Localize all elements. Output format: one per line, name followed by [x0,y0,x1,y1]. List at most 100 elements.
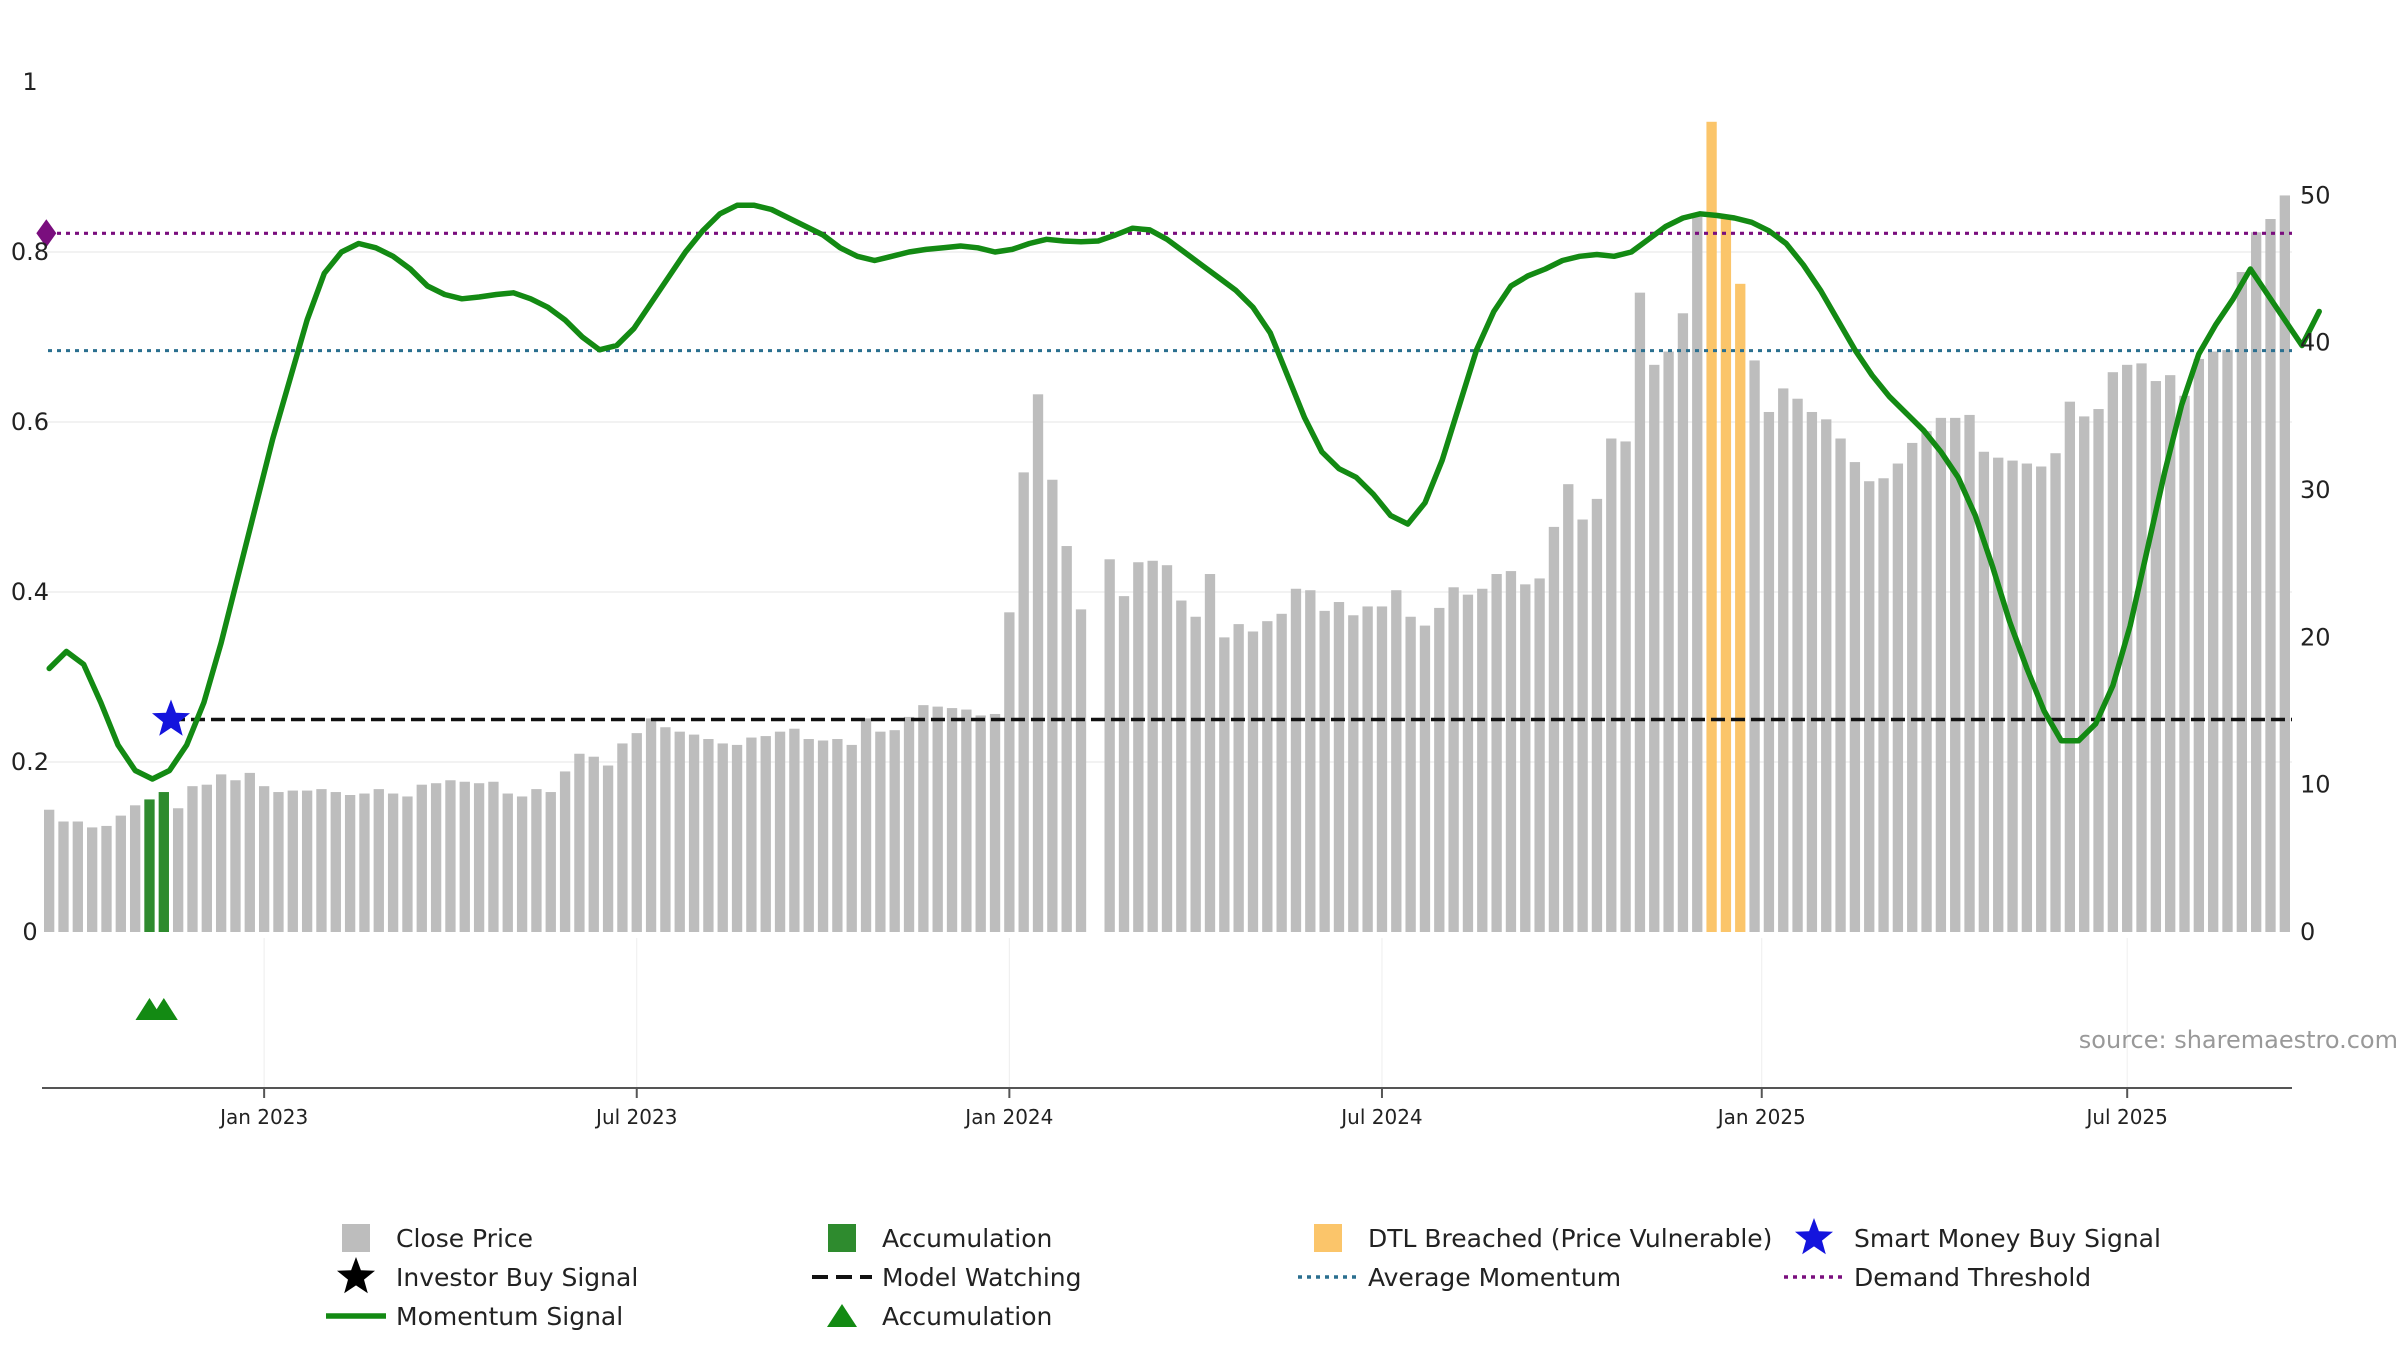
close-price-bar [402,796,413,932]
close-price-bar [459,781,470,932]
dtl-breached-bar [1735,283,1746,932]
accumulation-bar [158,792,169,932]
reference-lines [48,231,2292,722]
close-price-bar [703,739,714,932]
close-price-bar [87,827,98,932]
close-price-bar [2179,395,2190,932]
legend-entry: Accumulation [828,1224,1052,1253]
close-price-bar [44,809,55,932]
close-price-bar [1835,438,1846,932]
close-price-bar [316,789,327,932]
close-price-bar [1964,414,1975,932]
close-price-bar [1448,587,1459,932]
close-price-bar [1262,621,1273,932]
x-tick-label: Jul 2023 [594,1105,677,1129]
close-price-bar [2050,453,2061,932]
close-price-bar [301,790,313,932]
close-price-bar [2150,381,2162,933]
close-price-bar [258,786,270,932]
source-label: source: sharemaestro.com [2079,1026,2398,1054]
close-price-bar [1434,607,1445,932]
close-price-bar [975,715,986,932]
close-price-bar [2079,416,2090,932]
close-price-bar [545,792,556,932]
close-price-bar [1778,388,1789,932]
left-tick-label: 0.2 [11,748,49,776]
legend-star [1795,1218,1833,1255]
legend-label: Accumulation [882,1224,1052,1253]
price-bars [44,121,2290,933]
close-price-bar [1233,624,1244,932]
close-price-bar [416,784,427,932]
close-price-bar [344,794,356,932]
close-price-bar [387,793,399,932]
close-price-bar [889,730,900,932]
legend-swatch [828,1224,856,1252]
accumulation-bar [144,799,155,932]
legend-entry: Investor Buy Signal [337,1257,638,1294]
close-price-bar [2107,372,2119,932]
close-price-bar [588,756,599,932]
legend-entry: DTL Breached (Price Vulnerable) [1314,1224,1772,1253]
close-price-bar [1004,612,1015,932]
x-tick-label: Jan 2025 [1716,1105,1806,1129]
close-price-bar [1505,571,1517,932]
close-price-bar [1333,602,1345,932]
close-price-bar [1018,472,1029,932]
close-price-bar [1491,574,1502,932]
close-price-bar [1247,631,1259,932]
close-price-bar [2064,401,2076,932]
legend-label: Demand Threshold [1854,1263,2091,1292]
close-price-bar [1577,519,1588,932]
close-price-bar [1276,613,1287,932]
close-price-bar [2165,375,2176,932]
close-price-bar [1104,559,1115,932]
legend-entry: Average Momentum [1298,1263,1621,1292]
close-price-bar [201,784,212,932]
close-price-bar [430,783,442,932]
left-tick-label: 0.8 [11,238,49,266]
accumulation-triangle [149,998,178,1020]
close-price-bar [1147,560,1158,932]
left-tick-label: 0 [22,918,37,946]
right-tick-label: 10 [2300,771,2331,799]
close-price-bar [1305,590,1316,932]
close-price-bar [58,821,69,932]
close-price-bar [1477,588,1488,932]
left-tick-label: 1 [22,68,37,96]
momentum-layer [46,202,2322,782]
close-price-bar [1921,431,1932,932]
close-price-bar [631,733,642,932]
legend-entry: Smart Money Buy Signal [1795,1218,2161,1255]
close-price-bar [731,744,743,932]
close-price-bar [187,786,198,932]
close-price-bar [1075,609,1087,932]
close-price-bar [1806,411,1818,932]
right-tick-label: 40 [2300,329,2331,357]
close-price-bar [574,753,585,932]
close-price-bar [1362,606,1373,932]
close-price-bar [1749,360,1760,933]
close-price-bar [230,780,241,932]
legend-entry: Momentum Signal [326,1302,623,1331]
close-price-bar [2193,358,2205,933]
close-price-bar [617,743,628,932]
close-price-bar [1118,596,1130,932]
close-price-bar [1348,615,1359,932]
close-price-bar [1520,584,1531,932]
close-price-bar [1663,351,1674,932]
signal-markers [36,219,190,1020]
close-price-bar [1892,463,1904,932]
close-price-bar [2236,272,2247,932]
close-price-bar [1419,625,1431,932]
legend-swatch [342,1224,370,1252]
close-price-bar [1935,417,1947,932]
close-price-bar [559,771,571,932]
close-price-bar [1290,588,1302,932]
demand-threshold-marker [36,219,57,248]
close-price-bar [746,737,757,932]
close-price-bar [817,740,829,932]
close-price-bar [2136,363,2147,932]
legend-label: Average Momentum [1368,1263,1621,1292]
